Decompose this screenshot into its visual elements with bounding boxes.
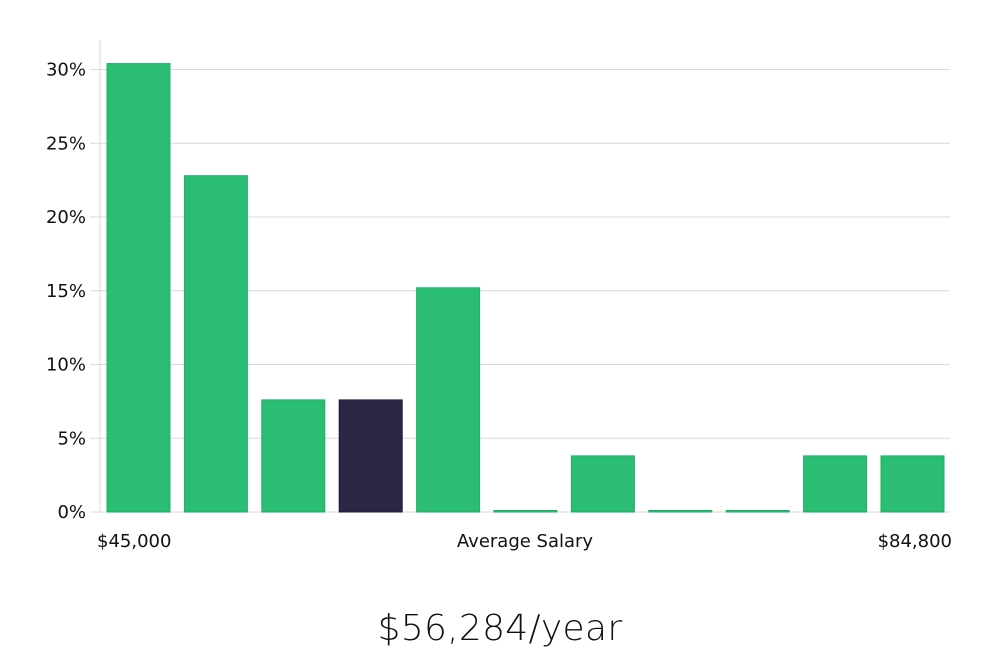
y-tick-label: 15% xyxy=(46,281,86,302)
y-tick-label: 20% xyxy=(46,207,86,228)
y-tick-label: 0% xyxy=(57,502,86,523)
average-salary-value: $56,284/year xyxy=(377,608,623,649)
bars-layer xyxy=(106,63,945,513)
y-tick-label: 25% xyxy=(46,133,86,154)
histogram-bar xyxy=(880,455,945,513)
x-axis-title: Average Salary xyxy=(457,531,594,552)
histogram-bar xyxy=(648,510,713,513)
x-max-label: $84,800 xyxy=(878,531,952,552)
histogram-bar xyxy=(493,510,558,513)
salary-histogram-chart: $45,000 Average Salary $84,800 0% 5% 10% 15… xyxy=(46,40,952,553)
histogram-bar xyxy=(570,455,635,513)
y-tick-label: 10% xyxy=(46,355,86,376)
y-tick-label: 30% xyxy=(46,60,86,81)
histogram-bar xyxy=(803,455,868,513)
histogram-bar xyxy=(106,63,171,513)
x-min-label: $45,000 xyxy=(97,531,171,552)
histogram-bar-highlighted xyxy=(338,399,403,513)
histogram-bar xyxy=(725,510,790,513)
histogram-bar xyxy=(416,287,481,513)
labels-layer: $45,000 Average Salary $84,800 0% 5% 10% 15… xyxy=(46,60,952,553)
histogram-bar xyxy=(261,399,326,513)
histogram-bar xyxy=(183,175,248,513)
y-tick-label: 5% xyxy=(57,428,86,449)
